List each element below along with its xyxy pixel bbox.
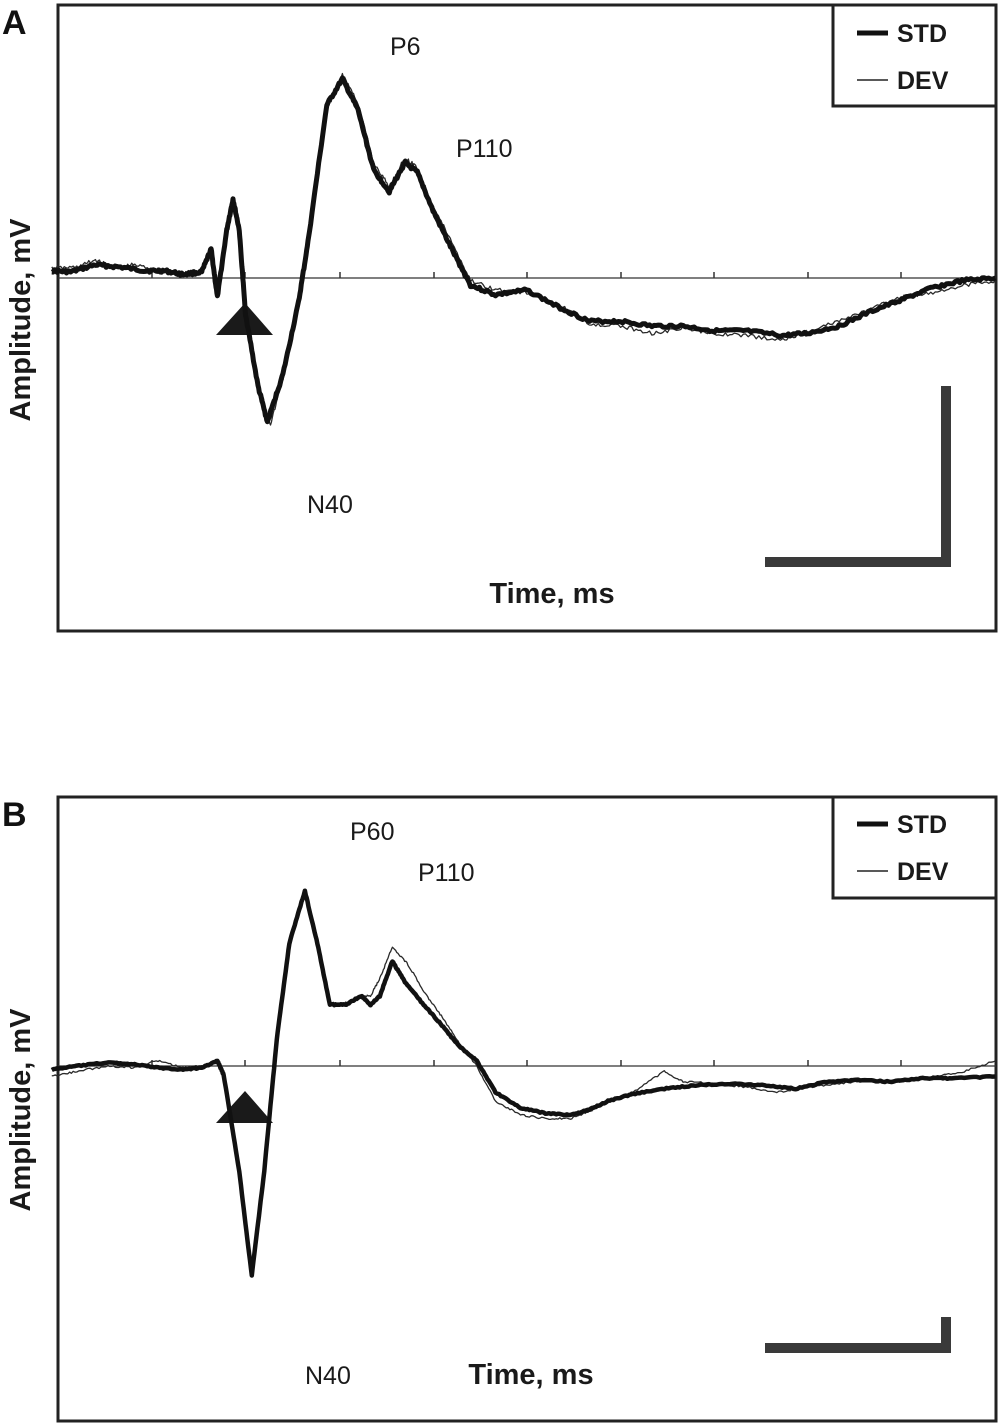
peak-label-p60: P60 (350, 818, 394, 846)
legend-label-dev-b: DEV (897, 858, 949, 886)
legend-label-dev-a: DEV (897, 67, 949, 95)
x-axis-label-a: Time, ms (489, 578, 614, 610)
panel-b: B P60 N40 P110 Time, ms Amplitude, mV ST… (2, 795, 998, 1423)
scale-bar-a (765, 386, 951, 567)
legend-box-a (831, 3, 998, 108)
series-std-line-a (50, 75, 997, 425)
legend-label-std-b: STD (897, 811, 947, 839)
legend-a: STD DEV (831, 3, 998, 108)
peak-label-p6: P6 (390, 33, 421, 61)
plot-frame-a (56, 3, 998, 633)
y-axis-label-b: Amplitude, mV (5, 1008, 37, 1212)
peak-label-p110-a: P110 (456, 135, 513, 163)
panel-letter-b: B (2, 796, 27, 834)
peak-label-p110-b: P110 (418, 859, 475, 887)
legend-b: STD DEV (831, 795, 998, 900)
peak-label-n40-a: N40 (307, 491, 353, 519)
peak-label-n40-b: N40 (305, 1362, 351, 1390)
scale-bar-b (765, 1317, 951, 1353)
y-axis-label-a: Amplitude, mV (5, 218, 37, 422)
legend-label-std-a: STD (897, 20, 947, 48)
series-std-line-b (50, 888, 996, 1278)
x-axis-label-b: Time, ms (468, 1359, 593, 1391)
panel-letter-a: A (2, 4, 27, 42)
x-ticks-a (151, 272, 902, 278)
legend-box-b (831, 795, 998, 900)
panel-a: A P6 N40 P110 Time, ms Amplitude, mV STD… (2, 3, 998, 633)
